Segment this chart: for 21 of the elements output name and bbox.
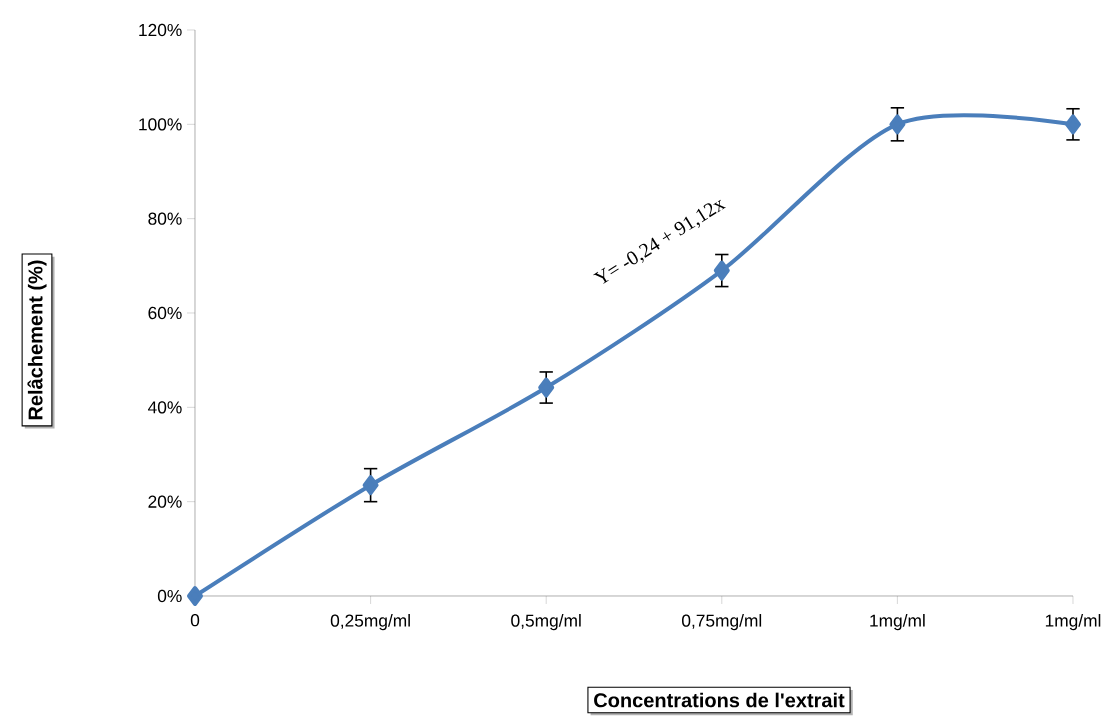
x-tick-label: 0,75mg/ml (682, 614, 762, 631)
y-tick-label: 60% (148, 306, 182, 320)
point (538, 377, 555, 398)
x-tick-label: 0 (190, 614, 200, 627)
point (187, 586, 203, 606)
y-tick-label: 20% (148, 495, 182, 508)
y-tick-label: 100% (139, 118, 182, 131)
x-tick-label: 1mg/ml (870, 614, 925, 631)
point (362, 475, 379, 496)
x-tick-label: 1mg/ml (1045, 614, 1101, 631)
y-tick-label: 0% (157, 589, 182, 603)
y-tick-label: 120% (139, 23, 182, 37)
x-tick-label: 0,25mg/ml (330, 614, 410, 631)
point (889, 114, 906, 135)
y-tick-label: 40% (147, 401, 182, 414)
x-axis-title: Concentrations de l'extrait (594, 692, 845, 708)
y-tick-label: 80% (148, 212, 182, 225)
point (1065, 114, 1081, 135)
point (713, 260, 730, 281)
x-tick-label: 0,5mg/ml (511, 614, 581, 631)
y-axis-title: Relâchement (%) (27, 260, 47, 420)
